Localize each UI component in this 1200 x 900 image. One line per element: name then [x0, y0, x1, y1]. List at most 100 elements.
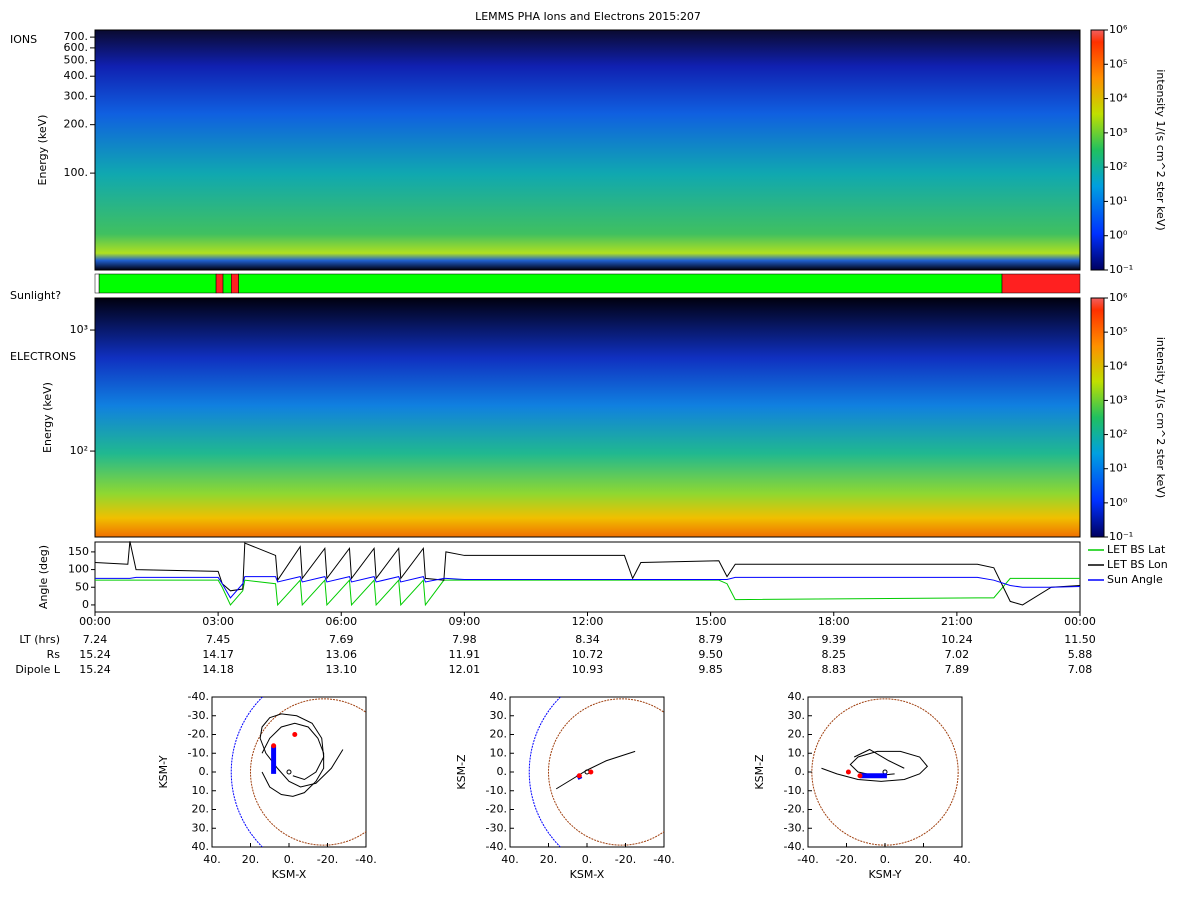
colorbar-tick-label: 10² [1109, 160, 1127, 173]
orbit-marker [576, 773, 582, 779]
ephemeris-value: 10.72 [572, 648, 604, 661]
colorbar-tick-label: 10⁴ [1109, 92, 1128, 105]
y-tick-label: 200. [64, 118, 89, 131]
y-tick-label: 10. [490, 746, 508, 759]
ephemeris-value: 7.02 [945, 648, 970, 661]
orbit-track [259, 713, 344, 788]
series-line [94, 541, 1081, 606]
colorbar-tick-label: 10⁰ [1109, 229, 1128, 242]
y-tick-label: 150 [68, 545, 89, 558]
title: LEMMS PHA Ions and Electrons 2015:207 [475, 10, 701, 23]
x-tick-label: 00:00 [1064, 615, 1096, 628]
ephemeris-value: 5.88 [1068, 648, 1093, 661]
sunlight-segment [215, 273, 224, 294]
y-tick-label: 100 [68, 563, 89, 576]
y-tick-label: 10. [788, 746, 806, 759]
colorbar [1090, 297, 1105, 538]
sunlight-segment [238, 273, 1003, 294]
x-axis-label: KSM-X [272, 868, 307, 881]
x-tick-label: -40. [797, 853, 818, 866]
x-tick-label: 40. [953, 853, 971, 866]
ephemeris-value: 14.17 [202, 648, 234, 661]
orbit-marker [271, 743, 277, 749]
x-tick-label: 21:00 [941, 615, 973, 628]
colorbar-label: intensity 1/(s cm^2 ster keV) [1154, 69, 1167, 230]
ephemeris-value: 10.93 [572, 663, 604, 676]
y-tick-label: -20. [486, 803, 507, 816]
y-axis-label: Energy (keV) [41, 382, 54, 453]
y-tick-label: 30. [788, 709, 806, 722]
ephemeris-value: 15.24 [79, 648, 111, 661]
y-tick-label: 400. [64, 69, 89, 82]
ephemeris-value: 9.39 [822, 633, 847, 646]
ephemeris-value: 8.34 [575, 633, 600, 646]
magnetopause [811, 698, 959, 846]
colorbar-tick-label: 10⁰ [1109, 496, 1128, 509]
y-tick-label: -30. [784, 821, 805, 834]
y-tick-label: 300. [64, 89, 89, 102]
x-tick-label: 15:00 [695, 615, 727, 628]
panel-label: ELECTRONS [10, 350, 76, 363]
panel-label: IONS [10, 33, 37, 46]
sunlight-segment [98, 273, 217, 294]
y-tick-label: 500. [64, 54, 89, 67]
y-axis-label: Angle (deg) [37, 545, 50, 609]
series-line [95, 576, 1081, 599]
colorbar-tick-label: 10⁻¹ [1109, 263, 1133, 276]
x-tick-label: 40. [501, 853, 519, 866]
sunlight-segment [94, 273, 100, 294]
ephemeris-value: 13.10 [326, 663, 358, 676]
y-axis-label: KSM-Z [455, 754, 468, 790]
colorbar-tick-label: 10⁵ [1109, 57, 1127, 70]
colorbar-tick-label: 10³ [1109, 126, 1127, 139]
x-tick-label: 0. [582, 853, 593, 866]
y-tick-label: -10. [784, 784, 805, 797]
y-tick-label: 30. [192, 821, 210, 834]
planet [286, 769, 292, 775]
colorbar-tick-label: 10¹ [1109, 194, 1127, 207]
series-line [95, 577, 1080, 607]
y-tick-label: -40. [188, 690, 209, 703]
ephemeris-value: 9.85 [698, 663, 723, 676]
x-axis-label: KSM-X [570, 868, 605, 881]
magnetopause [548, 698, 664, 846]
ephemeris-value: 13.06 [326, 648, 358, 661]
y-tick-label: 700. [64, 30, 89, 43]
ephemeris-value: 7.24 [83, 633, 108, 646]
bow-shock [528, 697, 562, 847]
y-axis-label: KSM-Y [157, 755, 170, 788]
y-axis-label: KSM-Z [753, 754, 766, 790]
ephemeris-value: 7.89 [945, 663, 970, 676]
x-tick-label: -40. [653, 853, 674, 866]
orbit-marker [845, 769, 851, 775]
x-tick-label: 09:00 [449, 615, 481, 628]
x-tick-label: 20. [540, 853, 558, 866]
orbit-marker [292, 732, 298, 737]
colorbar-tick-label: 10⁻¹ [1109, 530, 1133, 543]
ephemeris-value: 8.79 [698, 633, 723, 646]
spectrogram [95, 30, 1080, 270]
ephemeris-value: 12.01 [449, 663, 481, 676]
x-tick-label: 06:00 [325, 615, 357, 628]
y-tick-label: 20. [490, 728, 508, 741]
ephemeris-value: 7.98 [452, 633, 477, 646]
y-tick-label: 0. [199, 765, 210, 778]
frame [94, 29, 1081, 271]
y-tick-label: 10³ [70, 323, 88, 336]
orbit-marker [588, 769, 594, 775]
legend-label: LET BS Lat [1107, 543, 1166, 556]
orbit-track [261, 722, 325, 797]
colorbar-tick-label: 10⁵ [1109, 325, 1127, 338]
y-tick-label: -20. [784, 803, 805, 816]
y-tick-label: 10. [192, 784, 210, 797]
ephemeris-label: Rs [47, 648, 61, 661]
ephemeris-value: 7.45 [206, 633, 231, 646]
x-tick-label: -20. [317, 853, 338, 866]
magnetopause [250, 698, 366, 846]
x-tick-label: 0. [284, 853, 295, 866]
sunlight-segment [222, 273, 232, 294]
ephemeris-value: 11.91 [449, 648, 481, 661]
x-tick-label: -40. [355, 853, 376, 866]
x-tick-label: 03:00 [202, 615, 234, 628]
